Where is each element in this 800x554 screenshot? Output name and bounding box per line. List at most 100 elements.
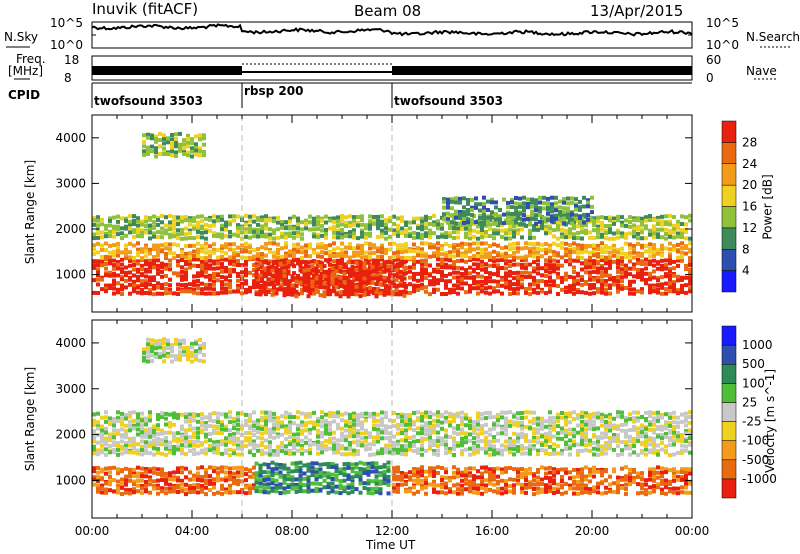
- power-cell: [514, 201, 518, 206]
- power-cell: [456, 226, 460, 231]
- power-cell: [212, 275, 216, 280]
- velocity-cell: [216, 475, 220, 480]
- power-cell: [558, 209, 562, 214]
- power-cell: [486, 208, 490, 212]
- velocity-cell: [140, 423, 144, 428]
- power-cell: [366, 260, 371, 265]
- velocity-cell: [350, 475, 355, 480]
- power-cell: [220, 244, 224, 249]
- power-cell: [420, 247, 424, 252]
- velocity-cell: [192, 434, 196, 439]
- power-cell: [472, 235, 476, 240]
- velocity-cell: [208, 478, 212, 483]
- power-cell: [132, 273, 136, 278]
- power-cell: [542, 195, 546, 200]
- power-cell: [476, 246, 480, 251]
- velocity-cell: [668, 479, 672, 484]
- power-cell: [156, 291, 160, 296]
- velocity-cell: [244, 472, 248, 477]
- power-cell: [220, 217, 224, 222]
- power-cell: [612, 221, 616, 226]
- velocity-cell: [588, 412, 592, 417]
- velocity-cell: [144, 444, 148, 449]
- velocity-cell: [382, 473, 387, 478]
- velocity-cell: [104, 419, 108, 424]
- power-cell: [272, 231, 276, 236]
- velocity-cell: [428, 439, 432, 444]
- velocity-cell: [262, 482, 267, 487]
- velocity-cell: [520, 446, 524, 451]
- power-cell: [184, 271, 188, 276]
- velocity-cell: [456, 491, 460, 496]
- velocity-cell: [372, 423, 376, 428]
- velocity-cell: [232, 422, 236, 427]
- power-cell: [568, 254, 572, 259]
- power-cell: [628, 283, 632, 287]
- power-cell: [166, 152, 170, 157]
- power-cell: [160, 214, 164, 218]
- power-cell: [112, 243, 116, 248]
- power-cell: [526, 197, 530, 202]
- velocity-cell: [140, 490, 144, 495]
- velocity-cell: [468, 479, 472, 484]
- power-cell: [228, 285, 232, 290]
- power-cell: [428, 222, 432, 226]
- power-cell: [384, 247, 388, 252]
- velocity-cell: [400, 428, 404, 433]
- power-cell: [424, 214, 428, 219]
- velocity-cell: [424, 475, 428, 480]
- power-cell: [412, 259, 416, 264]
- power-cell: [544, 231, 548, 236]
- velocity-cell: [108, 479, 112, 484]
- power-cell: [332, 259, 336, 264]
- velocity-cell: [380, 451, 384, 455]
- velocity-cell: [284, 430, 288, 435]
- power-cell: [224, 286, 228, 291]
- velocity-cell: [544, 451, 548, 456]
- power-cell: [500, 228, 504, 233]
- velocity-cell: [236, 452, 240, 457]
- power-cell: [520, 265, 524, 270]
- power-cell: [492, 259, 496, 264]
- power-cell: [404, 245, 408, 250]
- velocity-cell: [256, 426, 260, 431]
- power-cell: [220, 227, 224, 232]
- power-cell: [376, 234, 380, 239]
- power-cell: [632, 255, 636, 260]
- velocity-cell: [196, 430, 200, 435]
- velocity-cell: [252, 483, 256, 488]
- power-cell: [496, 284, 500, 288]
- velocity-cell: [552, 415, 556, 420]
- velocity-cell: [104, 410, 108, 415]
- velocity-cell: [396, 431, 400, 436]
- power-cell: [556, 220, 560, 225]
- velocity-cell: [504, 416, 508, 421]
- power-cell: [528, 236, 532, 240]
- power-cell: [248, 245, 252, 250]
- power-cell: [186, 144, 190, 149]
- velocity-cell: [332, 419, 336, 424]
- power-cell: [212, 279, 216, 284]
- power-cell: [164, 228, 168, 233]
- velocity-cell: [240, 446, 244, 451]
- velocity-cell: [444, 443, 448, 448]
- power-cell: [466, 217, 470, 222]
- power-cell: [176, 282, 180, 287]
- velocity-cell: [344, 419, 348, 424]
- velocity-cell: [516, 421, 520, 426]
- power-cell: [304, 249, 308, 254]
- power-cell: [244, 267, 248, 272]
- velocity-cell: [580, 423, 584, 428]
- velocity-cell: [588, 473, 592, 478]
- power-cell: [144, 230, 148, 235]
- velocity-cell: [608, 474, 612, 479]
- velocity-cell: [258, 481, 263, 486]
- velocity-cell: [128, 428, 132, 433]
- power-cell: [312, 227, 316, 232]
- velocity-cell: [336, 450, 340, 455]
- velocity-cell: [200, 478, 204, 483]
- velocity-cell: [128, 443, 132, 448]
- power-cell: [344, 215, 348, 220]
- velocity-cell: [232, 466, 236, 471]
- power-cell: [140, 219, 144, 224]
